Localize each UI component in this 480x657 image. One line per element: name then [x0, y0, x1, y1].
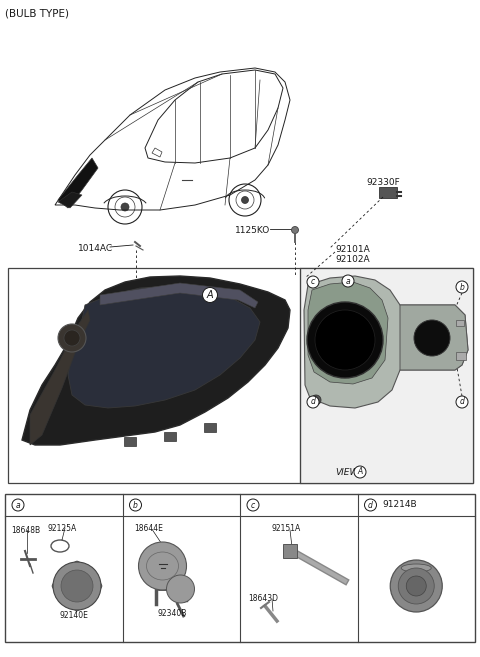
Circle shape	[406, 576, 426, 596]
FancyBboxPatch shape	[164, 432, 176, 441]
FancyBboxPatch shape	[124, 437, 136, 446]
Circle shape	[53, 562, 101, 610]
Text: 18643D: 18643D	[248, 594, 278, 603]
Circle shape	[241, 196, 249, 204]
Circle shape	[307, 276, 319, 288]
FancyBboxPatch shape	[379, 187, 397, 198]
Text: d: d	[459, 397, 465, 407]
Circle shape	[456, 281, 468, 293]
Text: d: d	[311, 397, 315, 407]
Circle shape	[130, 499, 142, 511]
Polygon shape	[400, 305, 468, 370]
Circle shape	[311, 395, 321, 405]
Text: A: A	[358, 468, 362, 476]
Text: c: c	[311, 277, 315, 286]
Circle shape	[12, 499, 24, 511]
Text: 91214B: 91214B	[383, 500, 417, 509]
Polygon shape	[308, 282, 388, 384]
Circle shape	[121, 203, 129, 211]
Circle shape	[354, 466, 366, 478]
Polygon shape	[22, 276, 290, 445]
FancyBboxPatch shape	[204, 423, 216, 432]
Circle shape	[390, 560, 442, 612]
Circle shape	[167, 575, 194, 603]
Text: A: A	[207, 290, 213, 300]
Polygon shape	[58, 158, 98, 208]
Text: a: a	[16, 501, 20, 509]
Text: 92340B: 92340B	[157, 609, 187, 618]
Circle shape	[414, 320, 450, 356]
Circle shape	[96, 583, 102, 589]
FancyBboxPatch shape	[456, 320, 464, 326]
Circle shape	[307, 396, 319, 408]
Text: d: d	[368, 501, 373, 509]
Text: 18644E: 18644E	[134, 524, 163, 533]
Circle shape	[364, 499, 376, 511]
FancyBboxPatch shape	[300, 268, 473, 483]
Text: c: c	[251, 501, 255, 509]
Circle shape	[74, 561, 80, 567]
Circle shape	[74, 605, 80, 611]
Circle shape	[307, 302, 383, 378]
Text: a: a	[346, 277, 350, 286]
Text: 92125A: 92125A	[47, 524, 76, 533]
Circle shape	[315, 310, 375, 370]
Text: 92102A: 92102A	[335, 255, 370, 264]
Text: 92101A: 92101A	[335, 245, 370, 254]
Text: 1125KO: 1125KO	[235, 226, 270, 235]
Circle shape	[398, 568, 434, 604]
FancyBboxPatch shape	[456, 352, 466, 360]
Circle shape	[139, 542, 187, 590]
Circle shape	[247, 499, 259, 511]
Text: 18648B: 18648B	[11, 526, 40, 535]
Polygon shape	[68, 286, 260, 408]
Circle shape	[64, 330, 80, 346]
Text: b: b	[459, 283, 465, 292]
Circle shape	[342, 275, 354, 287]
Circle shape	[61, 570, 93, 602]
Text: 1014AC: 1014AC	[78, 244, 113, 253]
Circle shape	[52, 583, 58, 589]
Circle shape	[203, 288, 217, 302]
Text: 92330F: 92330F	[366, 178, 400, 187]
Circle shape	[456, 396, 468, 408]
Text: b: b	[133, 501, 138, 509]
Polygon shape	[100, 283, 258, 308]
Text: 92140E: 92140E	[60, 611, 89, 620]
FancyBboxPatch shape	[283, 544, 297, 558]
Ellipse shape	[401, 564, 431, 572]
Text: 92151A: 92151A	[272, 524, 301, 533]
Polygon shape	[304, 276, 468, 408]
Circle shape	[291, 227, 299, 233]
Polygon shape	[58, 192, 82, 208]
Text: (BULB TYPE): (BULB TYPE)	[5, 8, 69, 18]
Text: VIEW: VIEW	[335, 468, 359, 477]
Polygon shape	[30, 310, 90, 445]
Circle shape	[58, 324, 86, 352]
